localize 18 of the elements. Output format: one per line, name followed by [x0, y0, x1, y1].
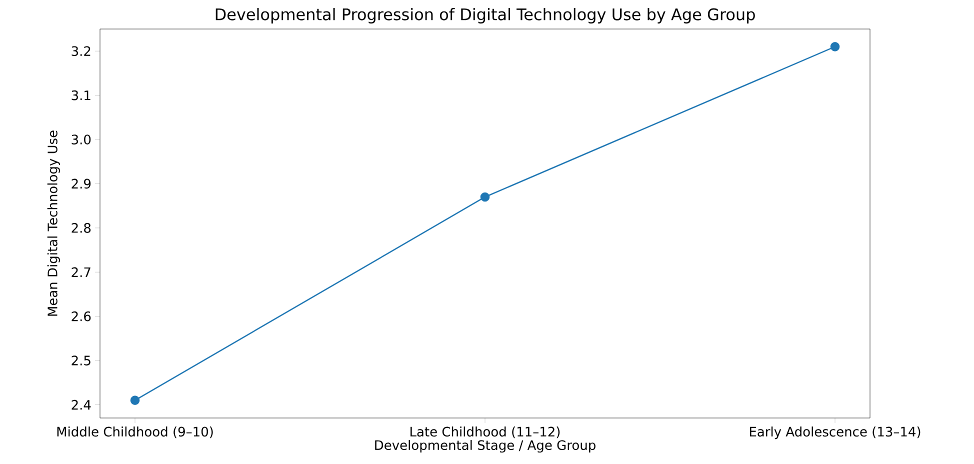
chart-title: Developmental Progression of Digital Technology Use by Age Group	[216, 8, 755, 24]
x-axis-title: Developmental Stage / Age Group	[375, 440, 596, 453]
point	[830, 42, 840, 52]
y-tick-label: 3.2	[72, 46, 90, 56]
y-tick-label: 3.1	[72, 90, 90, 100]
y-tick-label: 2.9	[72, 178, 91, 189]
point	[480, 192, 490, 202]
point	[130, 396, 140, 405]
y-tick-label: 3.0	[72, 134, 91, 144]
y-tick-label: 2.8	[72, 223, 91, 233]
y-axis-title: Mean Digital Technology Use	[47, 130, 60, 316]
x-tick-label: Middle Childhood (9–10)	[57, 426, 213, 438]
y-tick-label: 2.5	[72, 356, 90, 366]
x-tick-label: Early Adolescence (13–14)	[750, 426, 920, 440]
y-tick-label: 2.7	[72, 267, 90, 277]
x-tick-label: Late Childhood (11–12)	[410, 426, 560, 438]
y-tick-label: 2.4	[72, 400, 91, 410]
y-tick-label: 2.6	[72, 311, 91, 322]
